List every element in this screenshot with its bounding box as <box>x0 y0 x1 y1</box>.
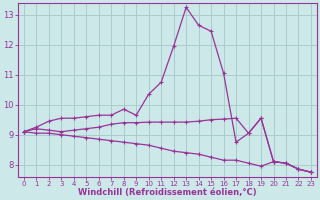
X-axis label: Windchill (Refroidissement éolien,°C): Windchill (Refroidissement éolien,°C) <box>78 188 257 197</box>
